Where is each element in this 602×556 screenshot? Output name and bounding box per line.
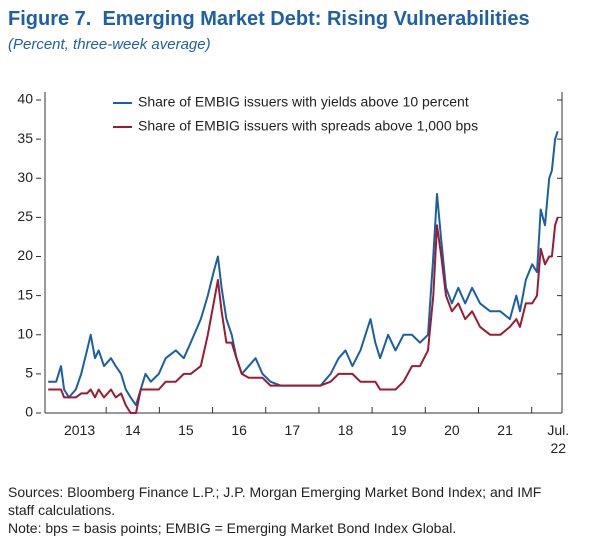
x-tick-label: 17 [284, 422, 301, 438]
series-line [48, 130, 559, 407]
y-tick-label: 40 [17, 91, 33, 107]
chart: 0 5 10 15 20 25 30 35 40 Share of EMBIG issuers w… [17, 91, 563, 420]
y-tick-label: 20 [17, 247, 33, 263]
y-tick-label: 10 [17, 325, 33, 341]
x-tick-label: Jul. 22 [547, 422, 570, 456]
x-tick-label: 21 [497, 422, 513, 438]
y-tick-label: 0 [25, 404, 33, 420]
x-tick-label: 16 [231, 422, 247, 438]
series-line [48, 217, 559, 414]
y-tick-label: 30 [17, 169, 33, 185]
legend-label: Share of EMBIG issuers with spreads abov… [138, 118, 478, 134]
chart-subtitle: (Percent, three-week average) [8, 36, 211, 53]
x-tick-label: 20 [444, 422, 460, 438]
y-tick-label: 5 [25, 365, 33, 381]
x-tick-label: 15 [178, 422, 194, 438]
y-tick-label: 35 [17, 130, 33, 146]
x-tick-label: 19 [390, 422, 407, 438]
x-tick-label: 14 [124, 422, 141, 438]
y-tick-label: 15 [17, 286, 33, 302]
chart-title: Figure 7. Emerging Market Debt: Rising V… [8, 8, 530, 30]
y-tick-label: 25 [17, 208, 33, 224]
x-tick-label: 2013 [63, 422, 96, 438]
note: Note: bps = basis points; EMBIG = Emergi… [8, 520, 457, 536]
sources: Sources: Bloomberg Finance L.P.; J.P. Mo… [8, 484, 542, 518]
x-tick-label: 18 [337, 422, 354, 438]
legend-label: Share of EMBIG issuers with yields above… [138, 94, 469, 110]
notes: Sources: Bloomberg Finance L.P.; J.P. Mo… [8, 483, 553, 537]
